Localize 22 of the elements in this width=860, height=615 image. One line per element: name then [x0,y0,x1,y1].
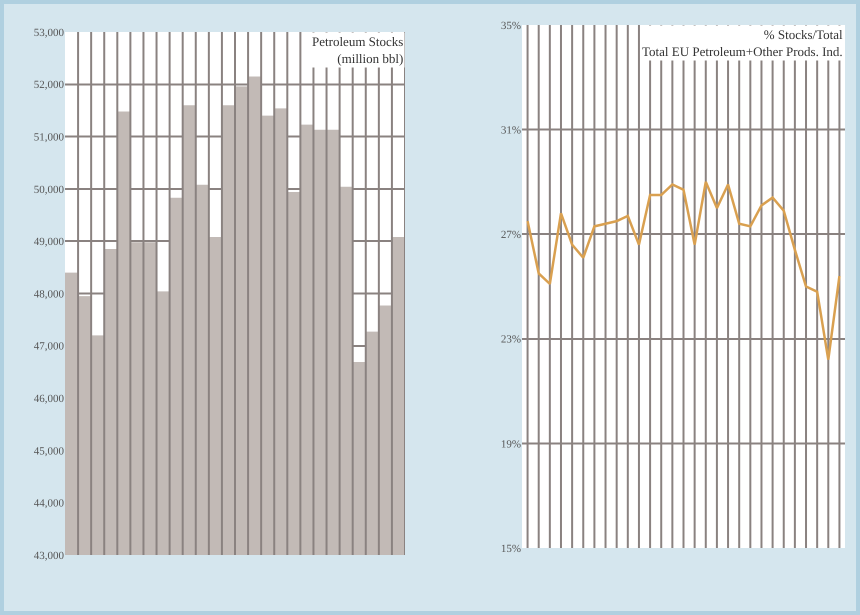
y-tick-label: 31% [500,124,521,136]
y-tick-label: 52,000 [34,79,64,92]
y-tick-label: 19% [500,438,521,450]
chart-title: Petroleum Stocks [312,34,404,49]
y-tick-label: 49,000 [34,236,64,248]
y-tick-label: 15% [500,542,521,555]
line-series [526,180,841,361]
y-tick-label: 50,000 [34,184,64,196]
y-tick-label: 53,000 [34,26,64,39]
y-tick-label: 23% [500,334,521,346]
y-tick-label: 51,000 [34,131,64,144]
text: (million bbl) [337,50,404,66]
text: Total EU Petroleum+Other Prods. Ind. [642,44,843,59]
y-tick-label: 27% [500,229,521,242]
y-tick-label: 44,000 [34,498,64,510]
y-tick-label: 46,000 [34,392,64,405]
y-tick-label: 45,000 [34,445,64,458]
chart-title: % Stocks/Total [764,27,844,42]
y-tick-label: 48,000 [34,288,64,300]
y-tick-label: 47,000 [34,340,64,353]
y-tick-label: 43,000 [34,550,64,562]
y-tick-label: 35% [500,20,521,32]
